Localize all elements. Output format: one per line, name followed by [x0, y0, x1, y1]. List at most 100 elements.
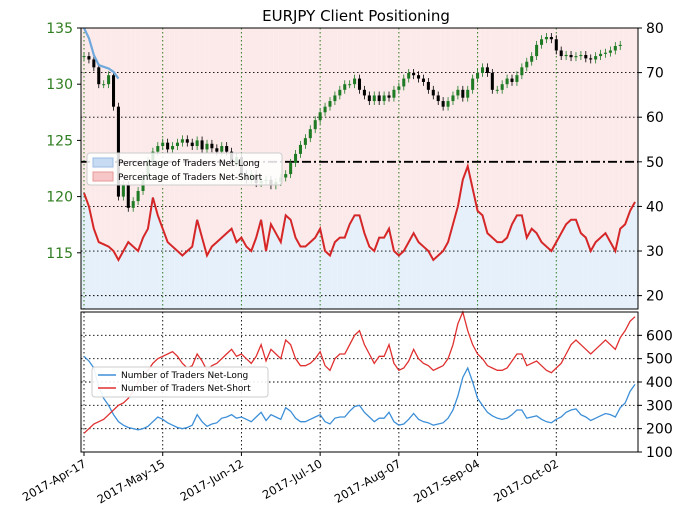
- net-long-area: [233, 242, 239, 309]
- net-long-area: [559, 233, 565, 309]
- net-short-area: [559, 28, 565, 234]
- candle-body: [618, 44, 622, 46]
- net-short-area: [544, 28, 550, 247]
- net-short-area: [268, 28, 274, 225]
- net-short-area: [475, 28, 481, 211]
- candle-body: [402, 78, 406, 87]
- net-long-area: [613, 251, 619, 309]
- x-tick-label: 2017-Apr-17: [20, 456, 89, 504]
- net-short-area: [578, 28, 584, 234]
- net-short-area: [549, 28, 555, 252]
- net-long-area: [81, 193, 86, 309]
- net-short-area: [568, 28, 574, 220]
- net-long-area: [342, 237, 348, 309]
- net-short-area: [499, 28, 505, 243]
- net-long-area: [184, 251, 190, 309]
- net-long-area: [199, 237, 205, 309]
- candle-body: [225, 146, 229, 152]
- net-short-area: [243, 28, 249, 247]
- net-long-area: [179, 255, 185, 309]
- net-long-area: [376, 237, 382, 309]
- legend-swatch: [92, 171, 114, 182]
- net-short-area: [199, 28, 205, 238]
- candle-body: [594, 56, 598, 60]
- legend-box: [86, 152, 283, 186]
- net-long-area: [578, 233, 584, 309]
- net-long-area: [248, 251, 254, 309]
- net-long-area: [361, 233, 367, 309]
- net-short-area: [440, 28, 446, 252]
- candle-body: [471, 78, 475, 90]
- net-long-area: [445, 242, 451, 309]
- net-long-area: [430, 259, 436, 309]
- net-short-area: [554, 28, 560, 243]
- legend-label: Percentage of Traders Net-Short: [118, 173, 263, 183]
- net-long-area: [509, 224, 515, 309]
- candle-body: [303, 138, 307, 145]
- net-short-area: [288, 28, 293, 220]
- right-tick-label: 30: [646, 244, 664, 260]
- net-long-area: [504, 237, 510, 309]
- net-short-area: [194, 28, 200, 220]
- net-short-area: [381, 28, 387, 238]
- net-short-area: [361, 28, 367, 234]
- chart-title: EURJPY Client Positioning: [262, 7, 450, 25]
- candle-body: [392, 89, 396, 98]
- right-tick-label: 600: [646, 328, 673, 344]
- net-short-area: [588, 28, 594, 252]
- net-long-area: [307, 242, 313, 309]
- candle-body: [200, 140, 204, 150]
- net-long-area: [278, 242, 284, 309]
- candle-body: [372, 95, 376, 102]
- net-long-area: [194, 219, 200, 309]
- net-short-area: [396, 28, 402, 256]
- net-long-area: [130, 246, 136, 309]
- net-long-area: [598, 237, 604, 309]
- net-long-area: [633, 201, 638, 309]
- net-short-area: [376, 28, 382, 238]
- net-short-area: [273, 28, 279, 234]
- candle-body: [599, 53, 603, 57]
- net-long-area: [618, 228, 624, 309]
- right-tick-label: 400: [646, 375, 673, 391]
- net-short-area: [426, 28, 431, 252]
- x-tick-label: 2017-May-15: [95, 456, 168, 506]
- net-long-area: [95, 242, 101, 309]
- candle-body: [559, 50, 563, 57]
- candle-body: [338, 89, 342, 96]
- net-long-area: [495, 242, 500, 309]
- net-short-area: [386, 28, 392, 229]
- net-short-area: [391, 28, 397, 252]
- net-long-area: [465, 166, 471, 309]
- net-long-area: [401, 251, 407, 309]
- net-short-area: [169, 28, 175, 247]
- net-short-area: [297, 28, 303, 247]
- net-long-area: [283, 215, 289, 309]
- candle-body: [382, 95, 386, 102]
- net-long-area: [371, 251, 377, 309]
- candle-body: [111, 75, 116, 107]
- net-short-area: [445, 28, 451, 243]
- net-long-area: [593, 242, 599, 309]
- candle-body: [328, 101, 332, 107]
- net-long-area: [223, 233, 229, 309]
- left-tick-label: 115: [46, 246, 73, 262]
- net-long-area: [273, 233, 279, 309]
- net-short-area: [450, 28, 456, 225]
- top-panel-frame: [80, 27, 639, 310]
- net-short-area: [223, 28, 229, 234]
- right-tick-label: 80: [646, 21, 664, 37]
- net-long-area: [253, 237, 259, 309]
- candle-body: [544, 36, 548, 40]
- candle-body: [121, 185, 125, 197]
- net-short-area: [495, 28, 500, 243]
- candle-body: [608, 50, 612, 53]
- right-tick-label: 500: [646, 352, 673, 368]
- candle-body: [136, 190, 140, 202]
- net-short-area: [154, 28, 160, 216]
- net-short-area: [233, 28, 239, 243]
- right-tick-label: 300: [646, 398, 673, 414]
- net-short-area: [416, 28, 422, 243]
- net-long-area: [322, 251, 328, 309]
- left-tick-label: 130: [46, 77, 73, 93]
